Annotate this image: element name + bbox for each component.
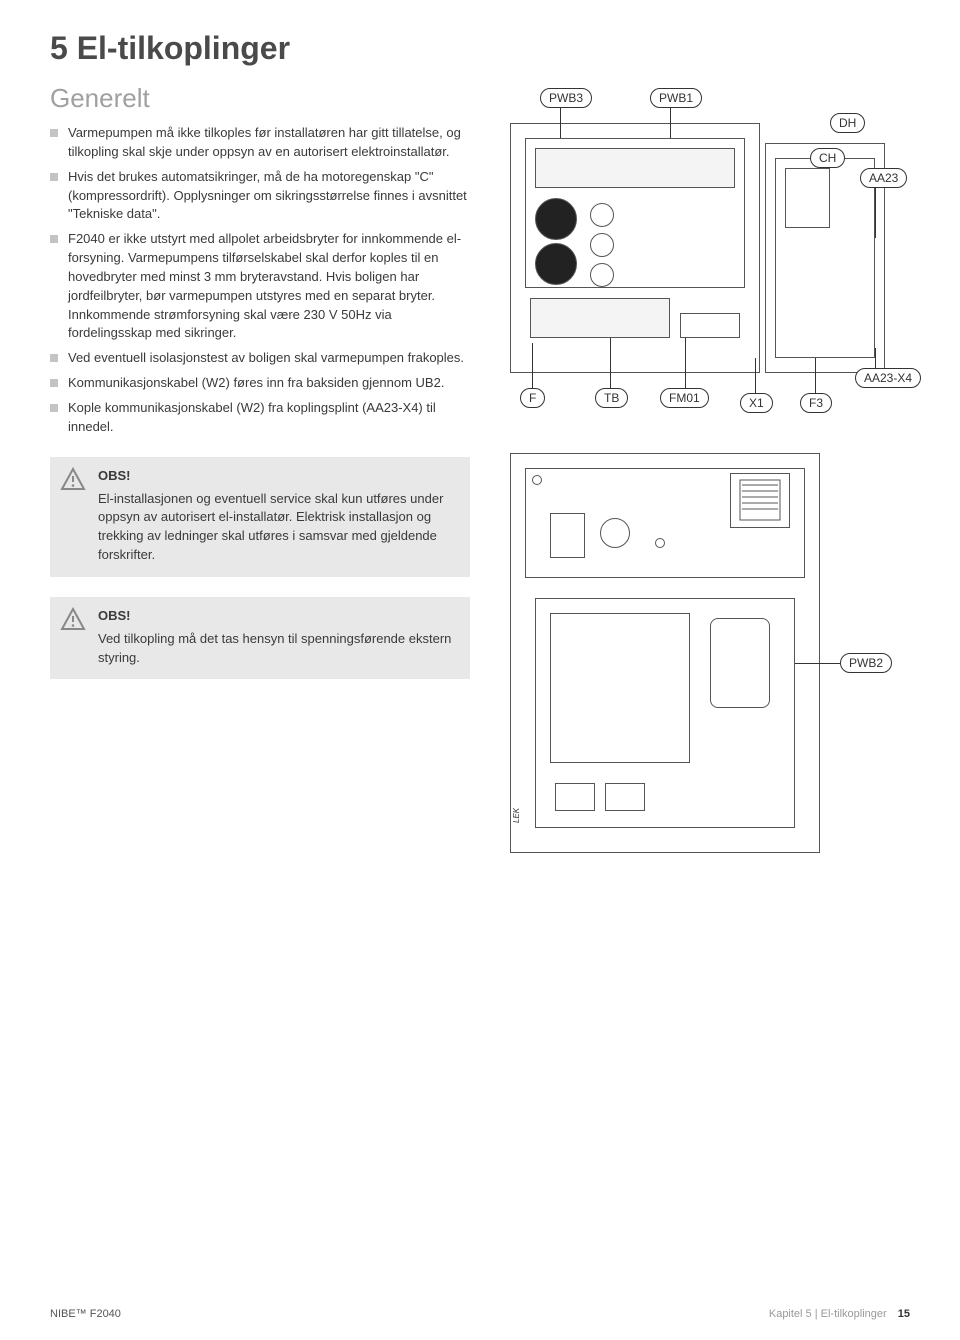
- wiring-diagram-top: PWB3 PWB1 DH CH AA23 F TB FM01 X1 F3: [500, 83, 920, 423]
- list-item: Kople kommunikasjonskabel (W2) fra kopli…: [50, 399, 470, 437]
- obs-title: OBS!: [98, 467, 458, 486]
- footer-right: Kapitel 5 | El-tilkoplinger 15: [769, 1308, 910, 1320]
- warning-icon: [60, 607, 86, 637]
- footer-left: NIBE™ F2040: [50, 1308, 121, 1320]
- list-item: Kommunikasjonskabel (W2) føres inn fra b…: [50, 374, 470, 393]
- text-column: Generelt Varmepumpen må ikke tilkoples f…: [50, 83, 470, 863]
- page-footer: NIBE™ F2040 Kapitel 5 | El-tilkoplinger …: [50, 1308, 910, 1320]
- wiring-diagram-bottom: LEK PWB2: [500, 443, 920, 863]
- warning-icon: [60, 467, 86, 497]
- list-item: Varmepumpen må ikke tilkoples før instal…: [50, 124, 470, 162]
- list-item: Hvis det brukes automatsikringer, må de …: [50, 168, 470, 225]
- chapter-title: 5 El-tilkoplinger: [50, 30, 910, 67]
- label-pwb2: PWB2: [840, 653, 892, 673]
- obs-title: OBS!: [98, 607, 458, 626]
- label-tb: TB: [595, 388, 628, 408]
- label-f3: F3: [800, 393, 832, 413]
- diagram-column: PWB3 PWB1 DH CH AA23 F TB FM01 X1 F3: [500, 83, 920, 863]
- obs-callout-2: OBS! Ved tilkopling må det tas hensyn ti…: [50, 597, 470, 680]
- label-fm01: FM01: [660, 388, 709, 408]
- obs-text: El-installasjonen og eventuell service s…: [98, 490, 458, 565]
- bullet-list: Varmepumpen må ikke tilkoples før instal…: [50, 124, 470, 437]
- list-item: F2040 er ikke utstyrt med allpolet arbei…: [50, 230, 470, 343]
- obs-text: Ved tilkopling må det tas hensyn til spe…: [98, 630, 458, 668]
- label-ch: CH: [810, 148, 845, 168]
- label-pwb3: PWB3: [540, 88, 592, 108]
- lek-mark: LEK: [512, 808, 521, 823]
- label-aa23x4: AA23-X4: [855, 368, 921, 388]
- label-dh: DH: [830, 113, 865, 133]
- section-heading: Generelt: [50, 83, 470, 114]
- label-aa23: AA23: [860, 168, 907, 188]
- list-item: Ved eventuell isolasjonstest av boligen …: [50, 349, 470, 368]
- label-pwb1: PWB1: [650, 88, 702, 108]
- label-f: F: [520, 388, 545, 408]
- obs-callout-1: OBS! El-installasjonen og eventuell serv…: [50, 457, 470, 577]
- label-x1: X1: [740, 393, 773, 413]
